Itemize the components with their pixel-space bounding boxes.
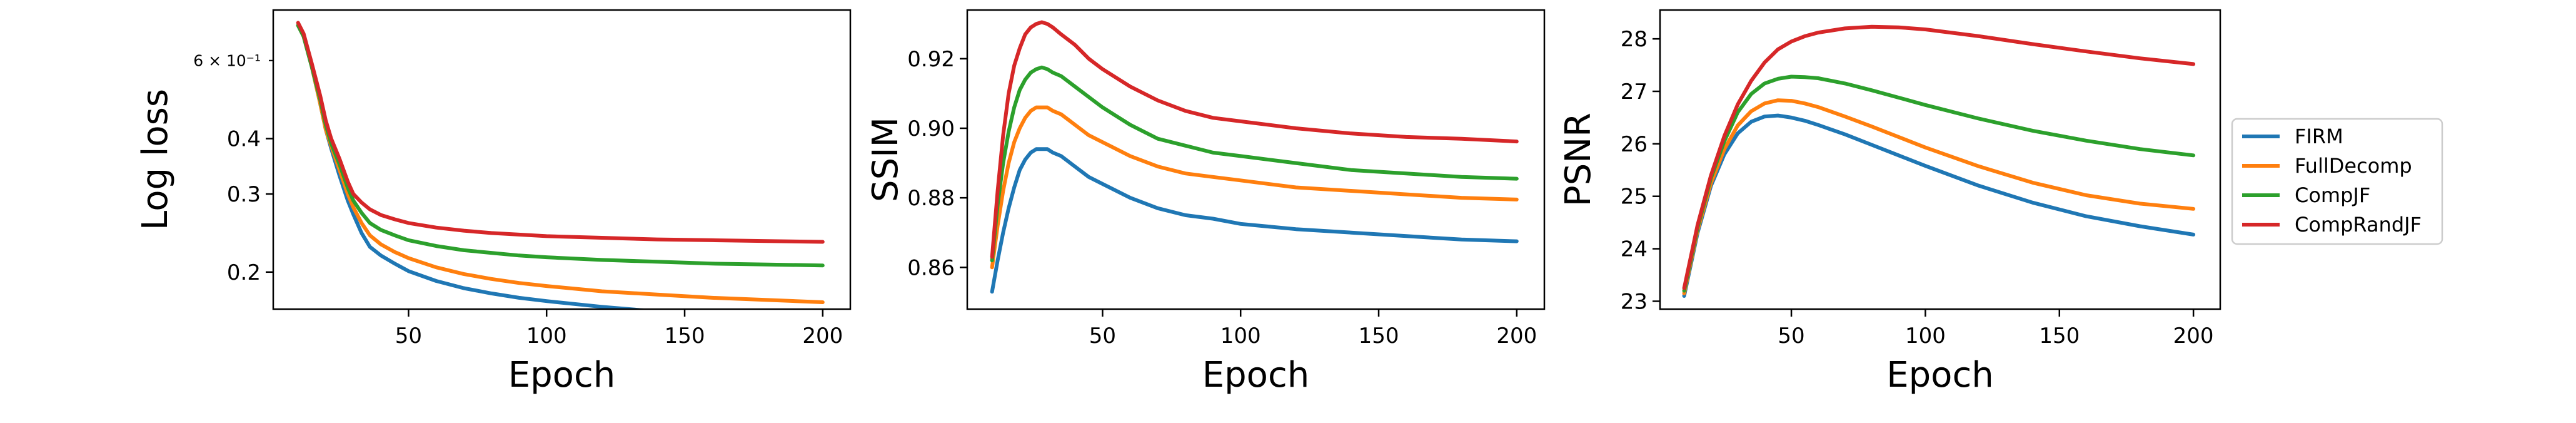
chart-panel-2: 50 100 150 200 0.86 0.88 0.90 0.92 Epoch SSIM bbox=[865, 9, 1546, 395]
y-tick-label: 25 bbox=[1621, 185, 1648, 210]
y-axis-label: PSNR bbox=[1558, 113, 1599, 206]
y-tick-label: 26 bbox=[1621, 132, 1648, 157]
series-lines bbox=[1682, 24, 2196, 298]
chart-panel-1: 50 100 150 200 0.2 0.3 0.4 6 × 10⁻¹ Epoch Log los… bbox=[135, 9, 852, 395]
legend-frame bbox=[2231, 118, 2443, 245]
series-line-firm bbox=[1682, 113, 2196, 298]
x-axis-label: Epoch bbox=[1886, 355, 1993, 395]
x-tick-label: 200 bbox=[1496, 324, 1537, 349]
x-tick-label: 50 bbox=[1778, 324, 1804, 349]
series-lines bbox=[990, 20, 1519, 294]
legend-item-comprandjf: CompRandJF bbox=[2242, 213, 2422, 237]
legend-label: FIRM bbox=[2295, 125, 2343, 148]
legend-label: FullDecomp bbox=[2295, 154, 2412, 178]
y-minor-tick-label: 6 × 10⁻¹ bbox=[193, 52, 261, 70]
y-tick-label: 27 bbox=[1621, 79, 1648, 104]
y-tick-label: 0.3 bbox=[227, 182, 261, 207]
x-tick-label: 100 bbox=[526, 324, 567, 349]
legend-item-firm: FIRM bbox=[2242, 125, 2343, 148]
y-axis-label: SSIM bbox=[865, 117, 906, 202]
y-tick-label: 24 bbox=[1621, 237, 1648, 262]
series-line-compjf bbox=[296, 23, 825, 268]
y-tick-label: 0.90 bbox=[907, 116, 955, 141]
x-tick-label: 100 bbox=[1220, 324, 1261, 349]
legend-item-compjf: CompJF bbox=[2242, 183, 2370, 207]
legend-label: CompRandJF bbox=[2295, 213, 2422, 237]
y-axis-label: Log loss bbox=[135, 89, 176, 230]
x-axis-label: Epoch bbox=[508, 355, 615, 395]
legend-item-fulldecomp: FullDecomp bbox=[2242, 154, 2412, 178]
series-lines bbox=[296, 21, 825, 309]
series-line-fulldecomp bbox=[1682, 98, 2196, 295]
y-tick-label: 0.2 bbox=[227, 260, 261, 285]
series-line-comprandjf bbox=[296, 21, 825, 244]
x-tick-label: 150 bbox=[2039, 324, 2080, 349]
y-tick-label: 23 bbox=[1621, 289, 1648, 314]
x-tick-label: 100 bbox=[1905, 324, 1946, 349]
series-line-firm bbox=[990, 147, 1519, 294]
legend: FIRM FullDecomp CompJF CompRandJF bbox=[2231, 118, 2443, 245]
chart-panel-3: 50 100 150 200 23 24 25 26 27 28 Epoch PSNR bbox=[1558, 9, 2221, 395]
axes-frame bbox=[272, 9, 852, 310]
y-tick-label: 0.88 bbox=[907, 186, 955, 211]
axes-frame bbox=[966, 9, 1546, 310]
legend-label: CompJF bbox=[2295, 183, 2370, 207]
x-tick-label: 200 bbox=[802, 324, 843, 349]
x-tick-label: 200 bbox=[2173, 324, 2214, 349]
y-tick-label: 28 bbox=[1621, 27, 1648, 52]
axes-frame bbox=[1659, 9, 2221, 310]
series-line-comprandjf bbox=[1682, 24, 2196, 290]
series-line-compjf bbox=[990, 65, 1519, 263]
series-line-comprandjf bbox=[990, 20, 1519, 259]
series-line-fulldecomp bbox=[990, 105, 1519, 270]
series-line-fulldecomp bbox=[296, 23, 825, 304]
series-line-compjf bbox=[1682, 74, 2196, 293]
y-tick-label: 0.4 bbox=[227, 127, 261, 152]
x-tick-label: 150 bbox=[665, 324, 705, 349]
x-tick-label: 150 bbox=[1359, 324, 1399, 349]
y-tick-label: 0.86 bbox=[907, 255, 955, 280]
x-tick-label: 50 bbox=[1089, 324, 1116, 349]
y-tick-label: 0.92 bbox=[907, 47, 955, 72]
series-line-firm bbox=[296, 23, 652, 309]
x-axis-label: Epoch bbox=[1202, 355, 1309, 395]
x-tick-label: 50 bbox=[395, 324, 422, 349]
